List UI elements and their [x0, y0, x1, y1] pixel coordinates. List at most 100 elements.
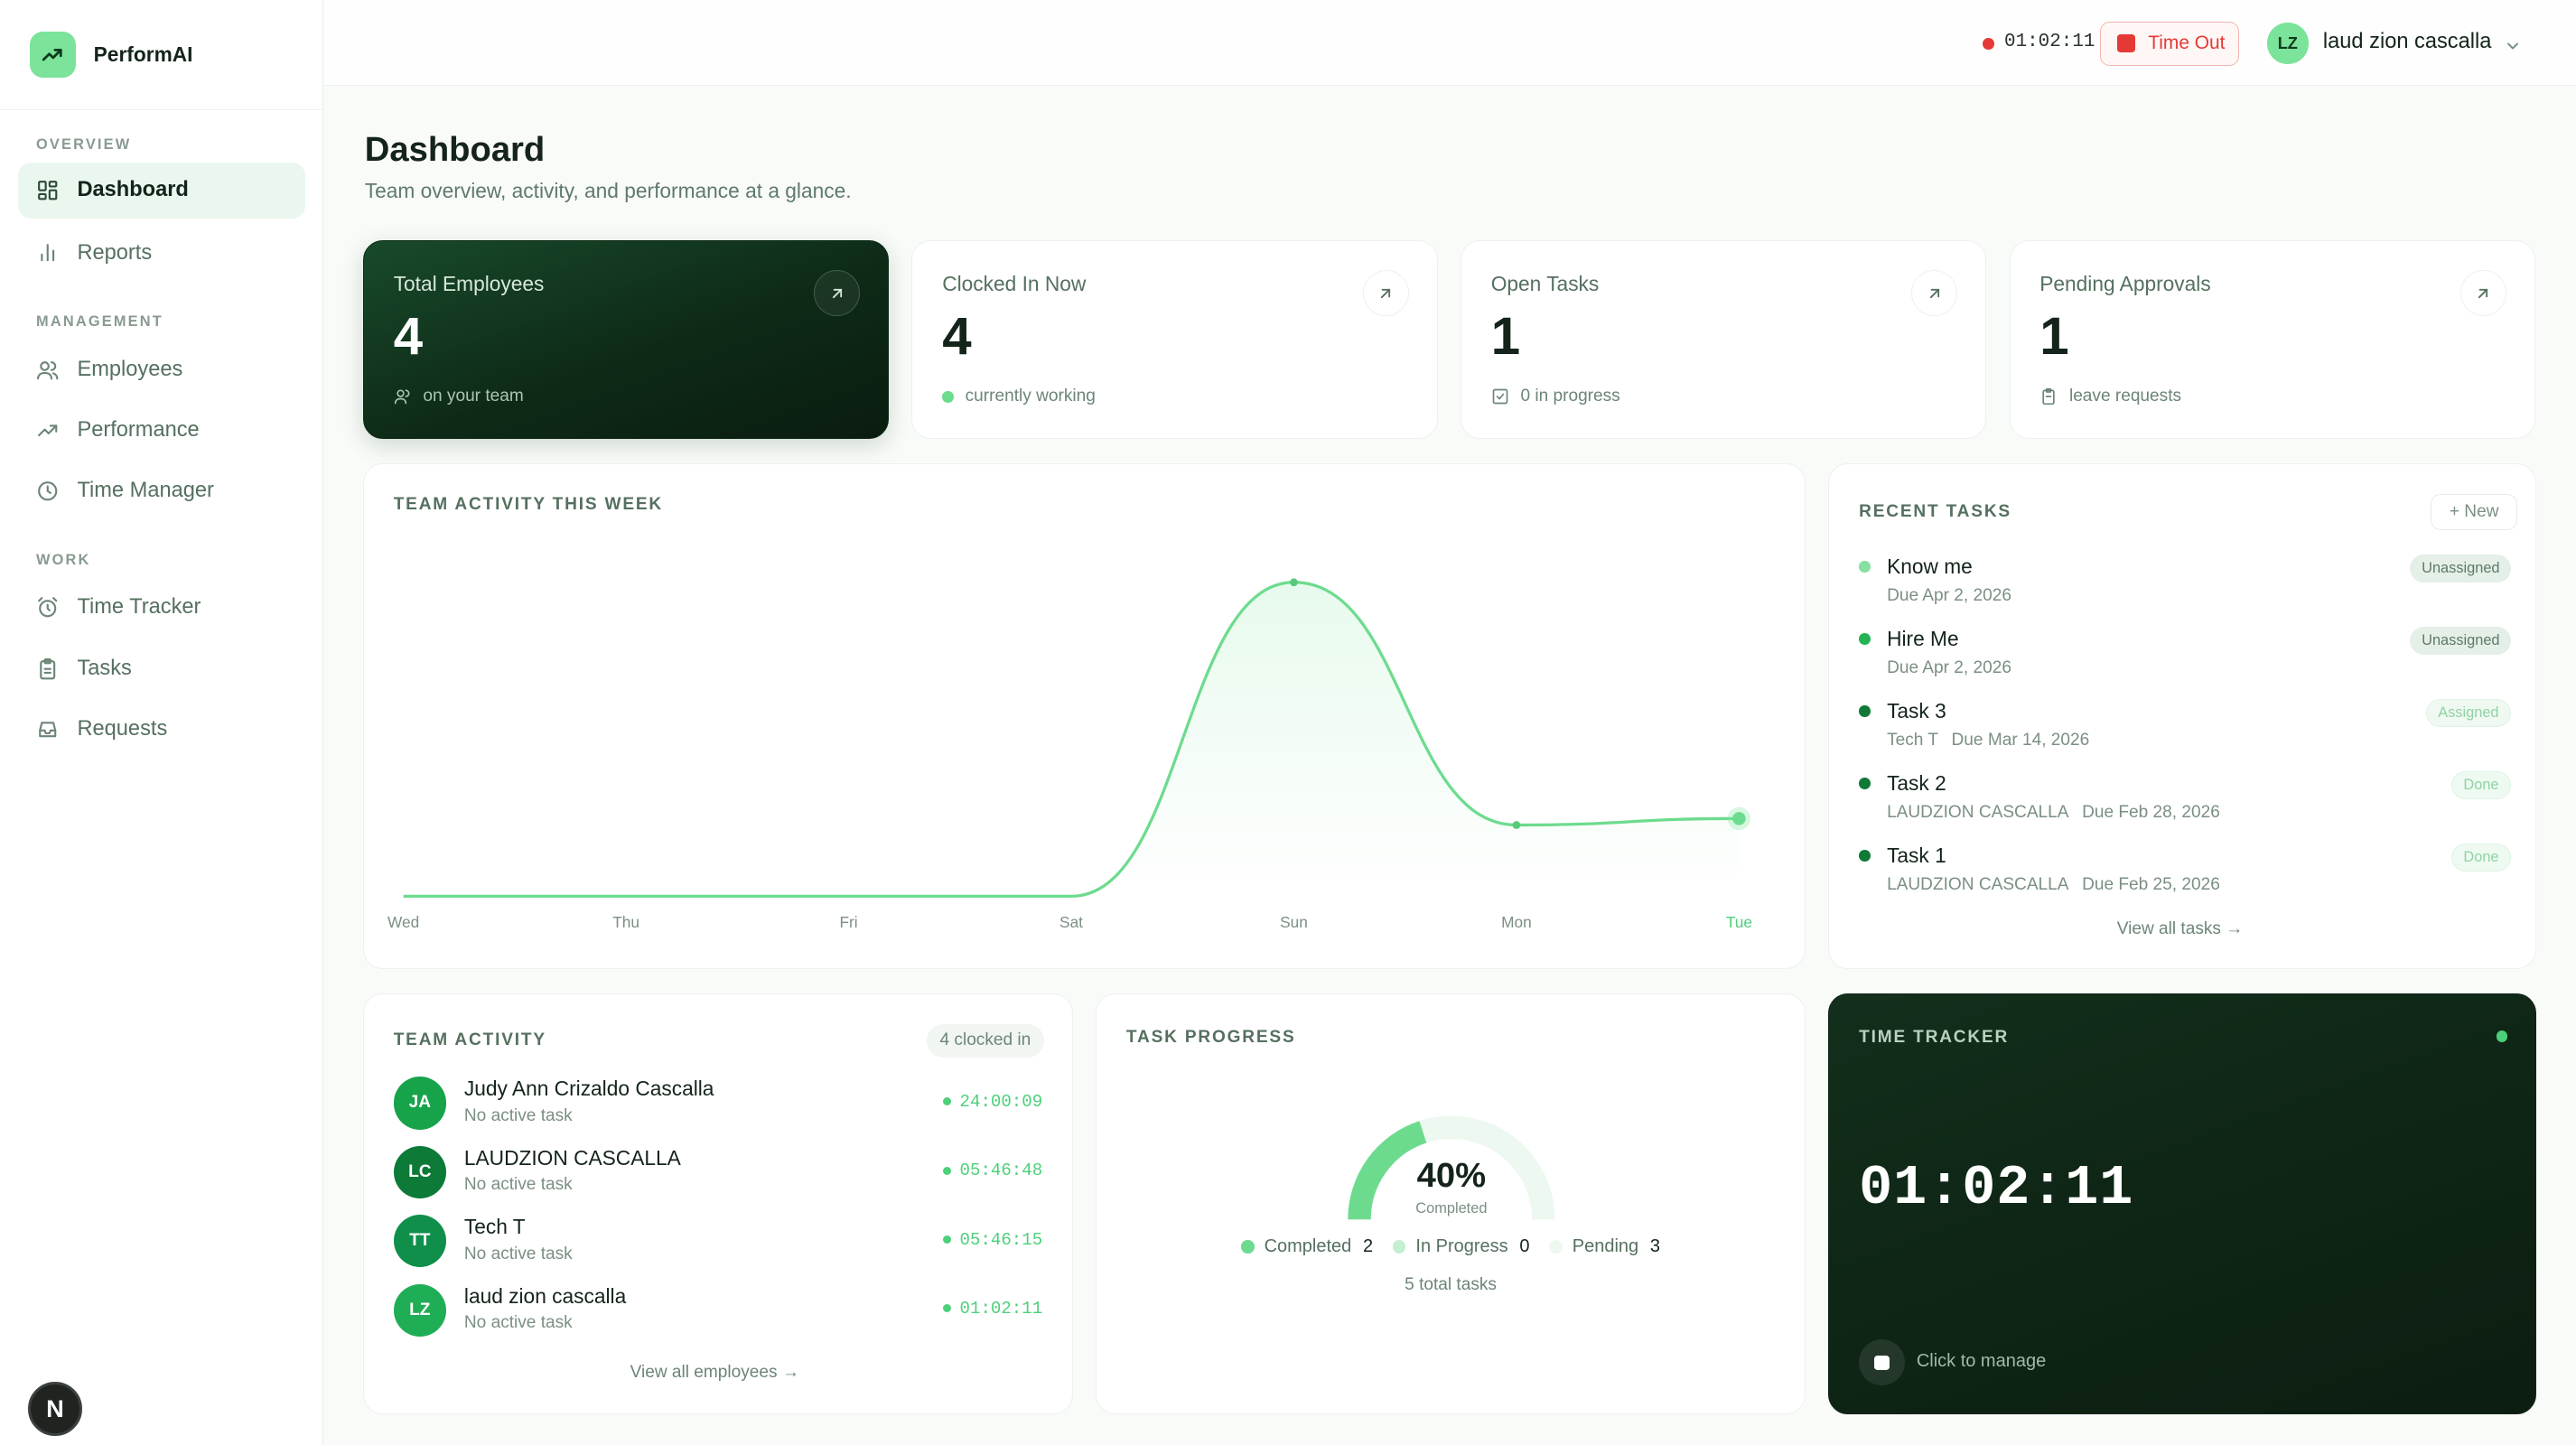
stop-button[interactable]: [1859, 1339, 1906, 1386]
stat-value: 4: [942, 307, 972, 367]
nav-section-overview: OVERVIEW: [36, 135, 132, 153]
task-item[interactable]: Task 1 LAUDZION CASCALLA Due Feb 25, 2026…: [1859, 844, 2512, 909]
sidebar-item-time-tracker[interactable]: Time Tracker: [18, 580, 305, 636]
legend-value: 2: [1363, 1235, 1374, 1256]
sidebar-item-label: Employees: [77, 357, 183, 381]
sidebar-item-time-manager[interactable]: Time Manager: [18, 463, 305, 519]
clock-icon: [36, 480, 59, 502]
x-tick-label: Sun: [1280, 913, 1308, 931]
legend-value: 3: [1649, 1235, 1661, 1256]
stop-icon: [1874, 1355, 1890, 1371]
task-due: Due Apr 2, 2026: [1887, 657, 2011, 677]
x-tick-label: Tue: [1726, 913, 1752, 931]
time-out-button[interactable]: Time Out: [2099, 21, 2240, 66]
list-item[interactable]: TT Tech T No active task 05:46:15: [393, 1215, 1042, 1271]
status-badge: Done: [2450, 771, 2512, 799]
member-status: No active task: [463, 1175, 573, 1195]
page-title: Dashboard: [364, 129, 546, 169]
live-dot-icon: [943, 1166, 952, 1175]
app-name: PerformAI: [93, 42, 193, 66]
member-timer: 24:00:09: [943, 1092, 1042, 1112]
list-item[interactable]: LC LAUDZION CASCALLA No active task 05:4…: [393, 1145, 1042, 1202]
x-tick-label: Fri: [839, 913, 857, 931]
sidebar-item-requests[interactable]: Requests: [18, 702, 305, 758]
member-timer: 05:46:15: [943, 1230, 1042, 1250]
dev-tools-badge[interactable]: N: [27, 1381, 82, 1436]
sidebar-item-label: Dashboard: [77, 178, 189, 202]
timer-value: 05:46:15: [959, 1229, 1043, 1250]
arrow-up-right-icon[interactable]: [1362, 270, 1409, 317]
inbox-icon: [36, 718, 59, 741]
sidebar-item-performance[interactable]: Performance: [18, 403, 305, 459]
user-name[interactable]: laud zion cascalla: [2322, 29, 2492, 53]
chart-point[interactable]: [1732, 812, 1746, 825]
avatar[interactable]: LZ: [2267, 23, 2309, 64]
member-name: LAUDZION CASCALLA: [463, 1145, 681, 1170]
task-item[interactable]: Task 2 LAUDZION CASCALLA Due Feb 28, 2026…: [1859, 771, 2512, 837]
view-all-employees-link[interactable]: View all employees →: [630, 1362, 799, 1382]
chart-point[interactable]: [1512, 821, 1521, 829]
legend-dot: [1392, 1240, 1406, 1254]
task-item[interactable]: Know me Due Apr 2, 2026 Unassigned: [1859, 554, 2512, 620]
stat-card-pending-approvals[interactable]: Pending Approvals 1 leave requests: [2009, 239, 2535, 439]
stat-footer-text: 0 in progress: [1520, 387, 1620, 406]
legend-value: 0: [1519, 1235, 1530, 1256]
arrow-up-right-icon[interactable]: [1911, 270, 1958, 317]
chart-title: TEAM ACTIVITY THIS WEEK: [393, 495, 664, 515]
list-item[interactable]: JA Judy Ann Crizaldo Cascalla No active …: [393, 1077, 1042, 1133]
member-timer: 01:02:11: [943, 1299, 1042, 1319]
header-timer: 01:02:11: [2004, 31, 2095, 52]
task-item[interactable]: Task 3 Tech T Due Mar 14, 2026 Assigned: [1859, 699, 2512, 765]
live-dot-icon: [943, 1097, 952, 1106]
avatar: JA: [393, 1077, 446, 1130]
arrow-up-right-icon[interactable]: [814, 270, 861, 317]
stat-footer: 0 in progress: [1491, 387, 1620, 406]
view-all-tasks-link[interactable]: View all tasks →: [2116, 918, 2244, 938]
chart-point[interactable]: [1290, 578, 1298, 587]
nav-section-work: WORK: [36, 552, 91, 569]
time-tracker-card[interactable]: TIME TRACKER 01:02:11 Click to manage: [1828, 993, 2537, 1415]
stat-card-open-tasks[interactable]: Open Tasks 1 0 in progress: [1460, 239, 1987, 439]
chevron-down-icon[interactable]: [2504, 33, 2522, 62]
stat-footer-text: on your team: [423, 387, 524, 406]
list-item[interactable]: LZ laud zion cascalla No active task 01:…: [393, 1283, 1042, 1340]
x-tick-label: Thu: [612, 913, 639, 931]
status-dot: [1859, 705, 1871, 717]
new-task-button[interactable]: + New: [2430, 493, 2518, 530]
progress-legend: Completed 2 In Progress 0 Pending 3: [1097, 1236, 1805, 1257]
legend-label: In Progress: [1415, 1235, 1508, 1256]
status-badge: Unassigned: [2410, 626, 2512, 655]
stat-footer: leave requests: [2039, 387, 2181, 406]
legend-completed: Completed 2: [1241, 1236, 1373, 1257]
member-status: No active task: [463, 1313, 573, 1333]
stat-card-total-employees[interactable]: Total Employees 4 on your team: [362, 239, 889, 439]
click-to-manage-label[interactable]: Click to manage: [1916, 1351, 2047, 1372]
clipboard-icon: [2039, 387, 2058, 406]
sidebar-item-dashboard[interactable]: Dashboard: [18, 163, 306, 219]
avatar: TT: [393, 1215, 446, 1268]
sidebar-item-reports[interactable]: Reports: [18, 225, 305, 281]
arrow-up-right-icon[interactable]: [2459, 270, 2506, 317]
recording-dot-icon: [1983, 37, 1995, 50]
brand[interactable]: PerformAI: [0, 0, 323, 110]
clocked-in-badge: 4 clocked in: [926, 1024, 1044, 1058]
stat-title: Open Tasks: [1490, 272, 1600, 296]
legend-pending: Pending 3: [1549, 1236, 1660, 1257]
sidebar-item-tasks[interactable]: Tasks: [18, 640, 305, 696]
sidebar-item-employees[interactable]: Employees: [18, 341, 305, 397]
main-content: Dashboard Team overview, activity, and p…: [323, 86, 2576, 1445]
task-name: Hire Me: [1887, 626, 1959, 650]
topbar: 01:02:11 Time Out LZ laud zion cascalla: [323, 0, 2576, 86]
live-dot-icon: [943, 1304, 952, 1313]
stat-card-clocked-in[interactable]: Clocked In Now 4 currently working: [911, 239, 1438, 439]
status-dot: [1859, 778, 1871, 790]
x-tick-label: Sat: [1059, 913, 1083, 931]
task-progress-title: TASK PROGRESS: [1125, 1027, 1296, 1047]
bar-chart-icon: [36, 241, 59, 264]
task-item[interactable]: Hire Me Due Apr 2, 2026 Unassigned: [1859, 626, 2512, 693]
stat-footer: on your team: [394, 387, 524, 406]
stat-footer-text: leave requests: [2068, 387, 2182, 406]
stat-title: Pending Approvals: [2039, 272, 2211, 296]
member-status: No active task: [463, 1244, 573, 1263]
